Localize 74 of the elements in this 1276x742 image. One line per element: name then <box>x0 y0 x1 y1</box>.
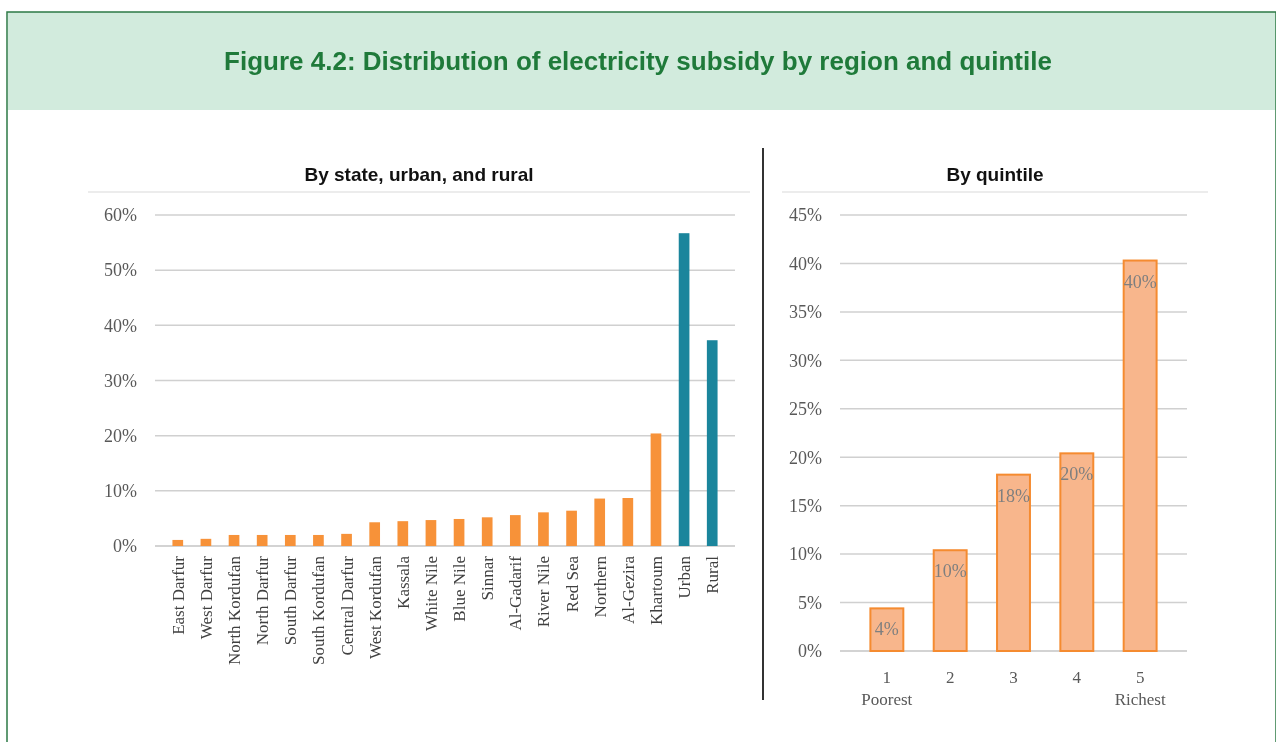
x-tick-label: South Darfur <box>281 555 301 646</box>
bar <box>538 512 549 546</box>
bar <box>453 518 465 546</box>
bar <box>425 520 437 546</box>
y-tick-label: 40% <box>104 315 137 336</box>
y-tick-label: 30% <box>789 350 822 371</box>
x-tick-label: Al-Gadarif <box>506 555 526 631</box>
x-tick-label: Kassala <box>393 555 413 609</box>
bar <box>706 340 718 546</box>
x-tick-label: 1 Poorest <box>861 668 913 709</box>
y-tick-label: 20% <box>104 425 137 446</box>
x-tick-label: Northern <box>590 555 610 618</box>
bar <box>932 549 968 652</box>
y-tick-label: 10% <box>789 544 822 565</box>
y-tick-label: 60% <box>104 205 137 226</box>
x-tick-label: Khartoum <box>646 556 666 625</box>
x-tick-label: North Kordufan <box>225 555 245 666</box>
bar <box>256 534 268 546</box>
y-tick-label: 40% <box>789 253 822 274</box>
bar <box>284 534 296 546</box>
bar <box>228 534 240 546</box>
x-tick-label: River Nile <box>534 556 554 628</box>
x-tick-label: West Kordufan <box>365 555 385 659</box>
bar <box>172 539 184 546</box>
x-tick-label: 4 <box>1072 668 1082 687</box>
bar <box>869 607 905 652</box>
x-tick-label: West Darfur <box>196 555 216 640</box>
bar <box>369 522 381 546</box>
data-label: 40% <box>1123 271 1157 292</box>
bar <box>678 233 690 546</box>
x-tick-label: East Darfur <box>168 555 188 635</box>
y-tick-label: 45% <box>789 205 822 226</box>
x-tick-label: North Darfur <box>253 555 273 646</box>
bar <box>996 473 1031 652</box>
x-tick-label: Central Darfur <box>337 555 357 656</box>
bar <box>313 534 324 546</box>
data-label: 10% <box>933 561 967 582</box>
y-tick-label: 0% <box>798 641 822 662</box>
y-tick-label: 5% <box>798 592 822 613</box>
x-tick-label: Urban <box>675 555 695 599</box>
y-tick-label: 0% <box>113 536 137 557</box>
y-tick-label: 10% <box>104 481 137 502</box>
bar <box>397 521 409 546</box>
x-tick-label: 3 <box>1009 668 1018 687</box>
bar <box>622 498 634 546</box>
data-label: 20% <box>1060 464 1094 485</box>
y-tick-label: 15% <box>789 495 822 516</box>
x-tick-label: Sinnar <box>478 555 498 601</box>
x-tick-label: Red Sea <box>562 555 582 613</box>
bar <box>1122 259 1158 652</box>
bar <box>1059 452 1095 652</box>
chart-title: Figure 4.2: Distribution of electricity subsidy by region and quintile <box>224 46 1052 76</box>
bar <box>594 498 606 546</box>
x-tick-label: Al-Gezira <box>618 555 638 624</box>
x-tick-label: White Nile <box>421 556 441 632</box>
x-tick-label: Rural <box>703 555 723 594</box>
x-tick-label: Blue Nile <box>450 556 470 622</box>
bar <box>341 533 352 546</box>
x-tick-label: 5 Richest <box>1114 668 1166 709</box>
bar <box>481 517 493 546</box>
x-tick-label: South Kordufan <box>309 555 329 666</box>
data-label: 4% <box>874 619 899 640</box>
y-tick-label: 20% <box>789 447 822 468</box>
y-tick-label: 50% <box>104 260 137 281</box>
x-tick-label: 2 <box>945 668 955 687</box>
bar <box>509 515 521 546</box>
chart-title: By quintile <box>946 164 1044 185</box>
y-tick-label: 35% <box>789 302 822 323</box>
y-tick-label: 30% <box>104 370 137 391</box>
bar <box>200 538 212 546</box>
y-tick-label: 25% <box>789 399 822 420</box>
chart-subtitle: By state, urban, and rural <box>304 164 534 185</box>
bar <box>650 433 662 546</box>
bar <box>566 510 577 546</box>
